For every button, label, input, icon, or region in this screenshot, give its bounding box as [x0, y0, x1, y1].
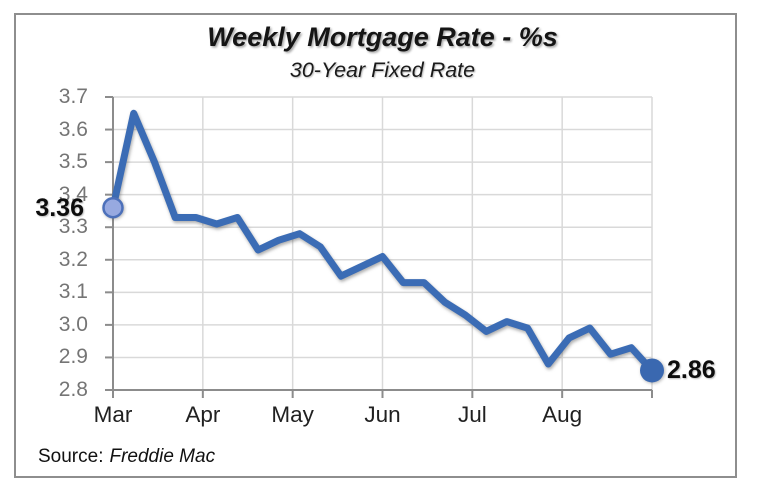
- end-point-marker: [640, 358, 664, 383]
- x-axis-month-label: Mar: [93, 402, 133, 427]
- source-line: Source: Freddie Mac: [38, 446, 215, 468]
- x-axis-month-label: May: [271, 402, 314, 427]
- y-axis-tick-label: 3.0: [58, 312, 88, 336]
- x-axis-month-label: Jun: [364, 402, 401, 427]
- x-axis-month-label: Aug: [542, 402, 583, 427]
- chart-title: Weekly Mortgage Rate - %s: [207, 22, 558, 52]
- y-axis-tick-label: 3.4: [58, 182, 88, 206]
- y-axis-tick-label: 2.8: [58, 378, 88, 401]
- y-axis-tick-label: 3.2: [58, 247, 88, 271]
- y-axis-tick-label: 2.9: [58, 345, 88, 369]
- y-axis-tick-label: 3.1: [58, 280, 88, 304]
- chart-subtitle: 30-Year Fixed Rate: [289, 58, 476, 82]
- y-axis-tick-label: 3.6: [58, 117, 88, 141]
- chart-frame: [14, 13, 737, 478]
- x-axis-month-label: Jul: [457, 402, 487, 427]
- y-axis-tick-label: 3.5: [58, 150, 88, 174]
- rate-line: [109, 109, 656, 374]
- start-point-marker: [102, 196, 124, 219]
- end-point-value-label: 2.86: [667, 356, 716, 385]
- source-label: Source:: [38, 446, 104, 467]
- start-point-value-label: 3.36: [35, 193, 84, 222]
- source-name: Freddie Mac: [109, 446, 216, 467]
- y-axis-tick-label: 3.7: [58, 85, 88, 108]
- x-axis-month-label: Apr: [185, 402, 221, 427]
- y-axis-tick-label: 3.3: [58, 215, 88, 239]
